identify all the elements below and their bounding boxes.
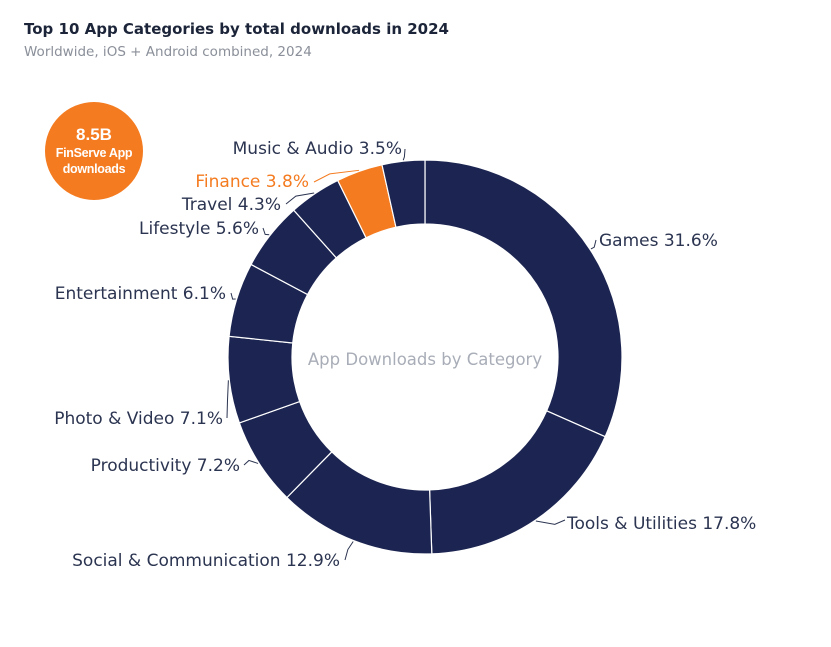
- leader-lifestyle: [262, 227, 270, 236]
- label-lifestyle: Lifestyle 5.6%: [139, 219, 259, 239]
- label-leaders: [226, 148, 597, 561]
- donut-slices: [227, 159, 623, 555]
- slice-labels: Games 31.6% Tools & Utilities 17.8% Social…: [54, 139, 756, 571]
- leader-tools-utilities: [535, 519, 566, 525]
- label-productivity: Productivity 7.2%: [91, 456, 240, 476]
- leader-games: [590, 239, 597, 250]
- leader-travel: [285, 192, 315, 205]
- leader-productivity: [243, 459, 259, 466]
- chart-subtitle: Worldwide, iOS + Android combined, 2024: [24, 44, 312, 60]
- label-tools-utilities: Tools & Utilities 17.8%: [566, 514, 756, 534]
- slice-games: [424, 159, 623, 438]
- leader-entertainment: [230, 292, 236, 300]
- badge-line-2: downloads: [62, 162, 126, 176]
- leader-finance: [313, 169, 360, 183]
- badge-line-1: FinServe App: [55, 146, 133, 160]
- label-finance: Finance 3.8%: [195, 172, 309, 192]
- label-music-audio: Music & Audio 3.5%: [233, 139, 402, 159]
- badge-value: 8.5B: [76, 125, 112, 144]
- label-entertainment: Entertainment 6.1%: [55, 284, 226, 304]
- finserve-downloads-badge: 8.5B FinServe App downloads: [45, 102, 143, 200]
- leader-photo-video: [226, 380, 229, 419]
- slice-music-audio: [381, 159, 426, 228]
- label-games: Games 31.6%: [599, 231, 718, 251]
- chart-title: Top 10 App Categories by total downloads…: [24, 20, 449, 38]
- label-social-communication: Social & Communication 12.9%: [72, 551, 340, 571]
- donut-center-label: App Downloads by Category: [308, 350, 542, 369]
- label-travel: Travel 4.3%: [181, 195, 281, 215]
- leader-music-audio: [402, 148, 406, 161]
- label-photo-video: Photo & Video 7.1%: [54, 409, 223, 429]
- leader-social-communication: [344, 541, 354, 561]
